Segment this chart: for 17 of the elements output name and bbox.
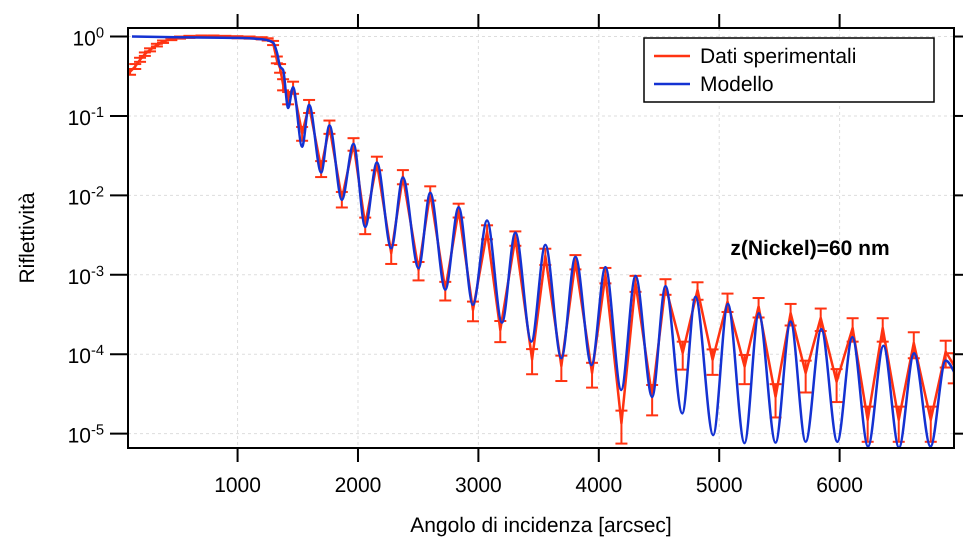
legend-label: Dati sperimentali (700, 45, 856, 68)
y-tick-label: 10$^{-1}$ (68, 104, 104, 130)
y-tick-label: 10$^{-3}$ (68, 264, 104, 289)
y-axis-title: Riflettività (16, 192, 39, 284)
x-tick-label: 6000 (816, 474, 863, 497)
y-tick-label: 10$^{-2}$ (68, 184, 104, 210)
x-axis-title: Angolo di incidenza [arcsec] (410, 514, 672, 537)
x-tick-label: 4000 (575, 474, 622, 497)
x-tick-label: 5000 (696, 474, 743, 497)
x-tick-label: 2000 (334, 474, 382, 497)
x-tick-label: 3000 (455, 474, 502, 497)
x-tick-label: 1000 (214, 474, 261, 497)
y-tick-label: 10$^{-4}$ (68, 343, 104, 368)
y-tick-label: 10$^{-5}$ (68, 422, 104, 448)
annotation: z(Nickel)=60 nm (730, 237, 890, 260)
legend-label: Modello (700, 73, 774, 96)
y-tick-label: 10$^{0}$ (72, 26, 104, 51)
